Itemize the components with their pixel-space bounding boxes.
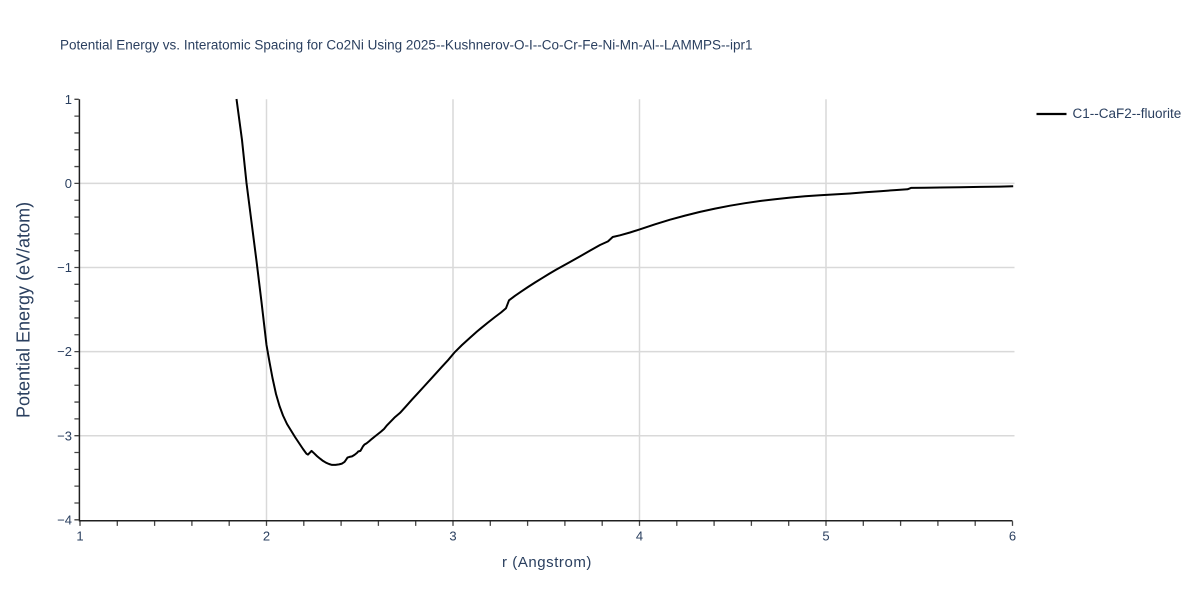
svg-text:5: 5 [822, 529, 829, 544]
svg-text:Potential Energy (eV/atom): Potential Energy (eV/atom) [13, 202, 33, 418]
svg-text:−4: −4 [57, 512, 72, 527]
svg-text:6: 6 [1009, 529, 1016, 544]
svg-text:1: 1 [76, 529, 83, 544]
svg-text:−2: −2 [57, 344, 72, 359]
svg-text:−3: −3 [57, 428, 72, 443]
svg-text:0: 0 [65, 176, 72, 191]
svg-text:r (Angstrom): r (Angstrom) [502, 554, 592, 571]
svg-text:3: 3 [449, 529, 456, 544]
svg-text:4: 4 [636, 529, 643, 544]
svg-text:C1--CaF2--fluorite: C1--CaF2--fluorite [1073, 106, 1182, 121]
svg-text:2: 2 [263, 529, 270, 544]
svg-text:−1: −1 [57, 260, 72, 275]
svg-text:1: 1 [65, 92, 72, 107]
svg-text:Potential Energy vs. Interatom: Potential Energy vs. Interatomic Spacing… [60, 38, 752, 53]
